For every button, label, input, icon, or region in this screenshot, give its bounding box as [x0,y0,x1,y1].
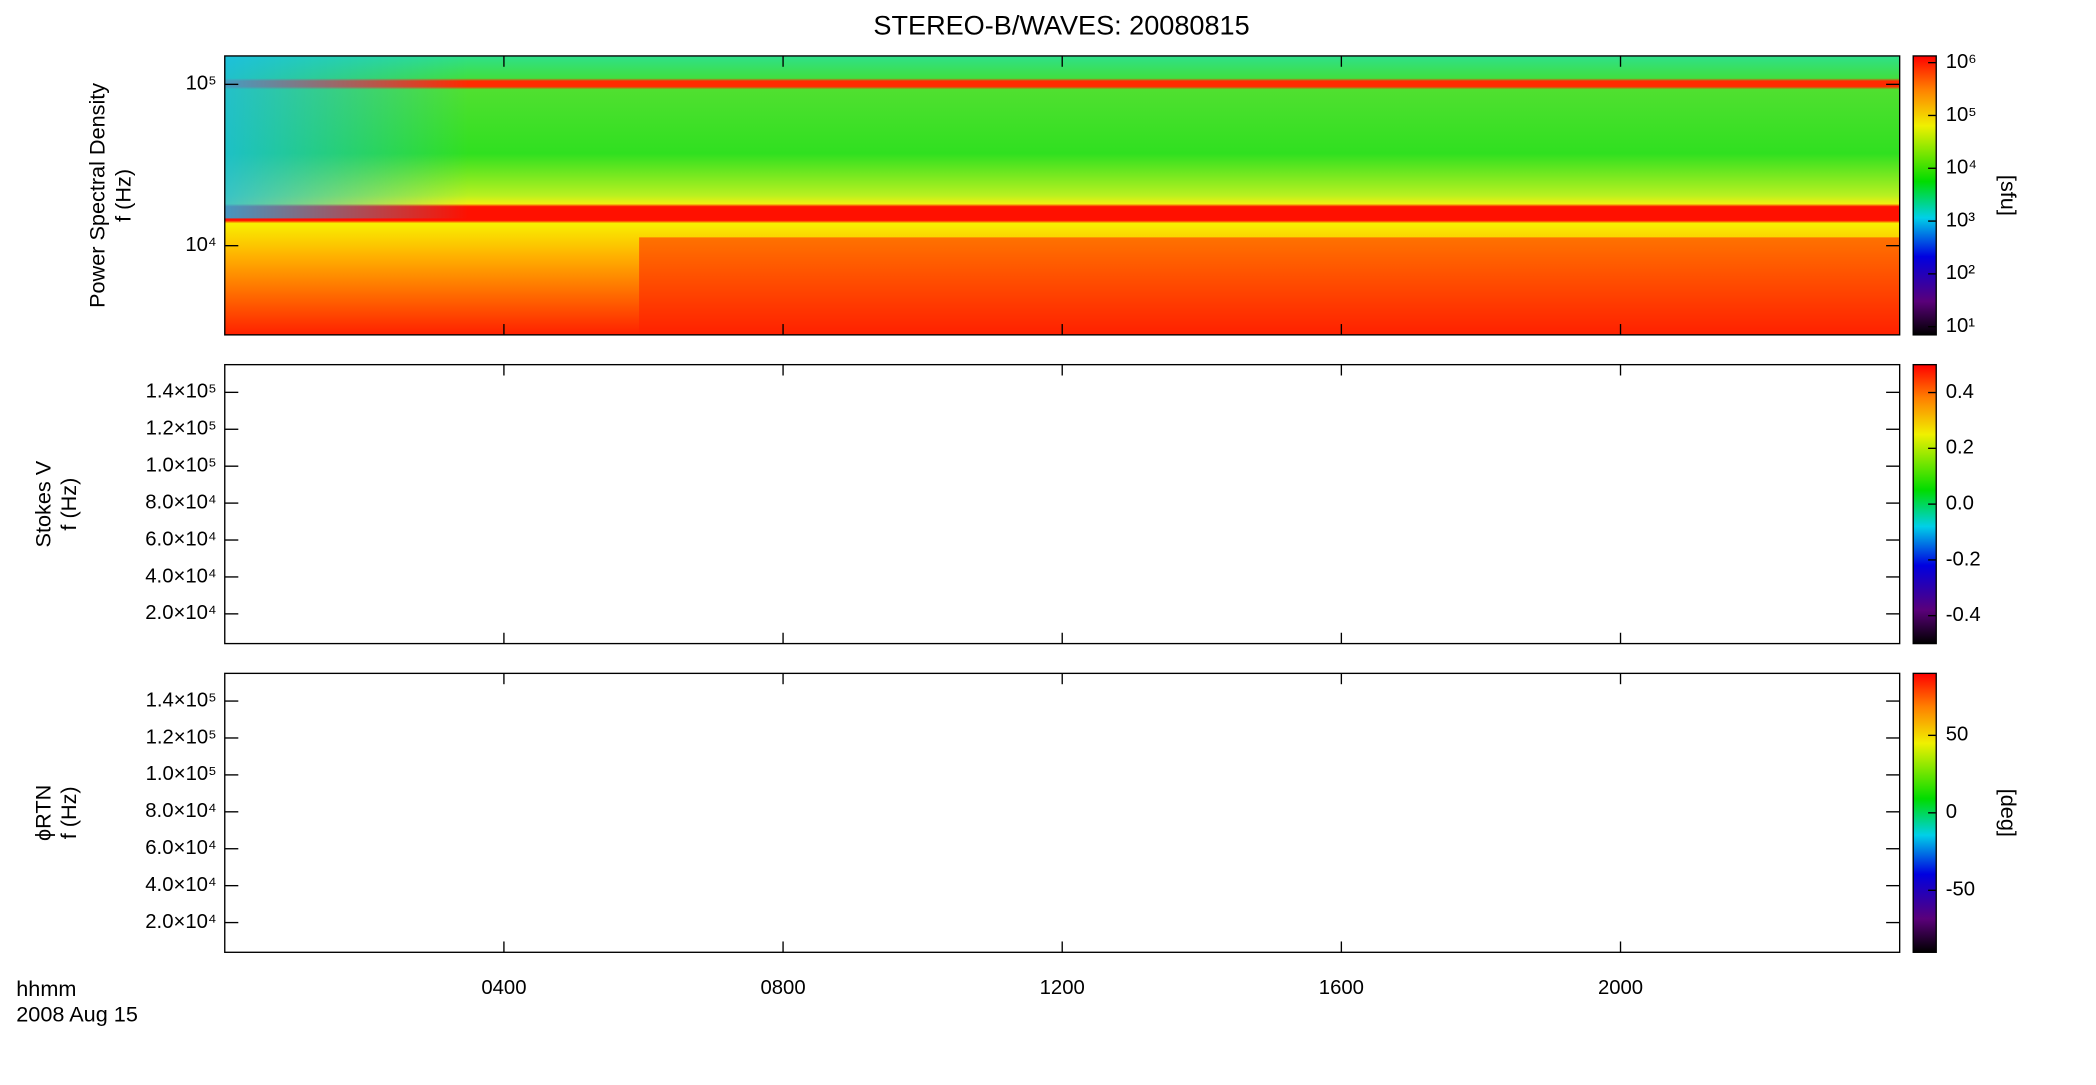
plot-frame [224,672,1901,953]
y-axis-label: f (Hz) [56,786,81,839]
x-axis-label: 2008 Aug 15 [16,1002,138,1027]
y-tick-label: 10⁴ [185,234,216,256]
y-tick-label: 4.0×10⁴ [145,565,216,587]
y-tick-label: 10⁵ [186,73,217,95]
y-tick-label: 1.2×10⁵ [146,418,217,440]
y-tick-label: 1.2×10⁵ [146,726,217,748]
spectrogram-shade [224,55,469,219]
y-tick-label: 1.0×10⁵ [146,763,217,785]
y-axis-label: ϕRTN [30,785,55,841]
y-tick-label: 1.4×10⁵ [146,381,217,403]
colorbar-tick-label: -50 [1946,879,1975,901]
y-tick-label: 6.0×10⁴ [145,528,216,550]
colorbar [1912,55,1937,336]
plot-frame [224,363,1901,645]
colorbar-tick-label: 10³ [1946,209,1976,231]
y-tick-label: 2.0×10⁴ [145,602,216,624]
y-axis-label: f (Hz) [56,478,81,531]
colorbar-tick-label: 0 [1946,801,1957,823]
spectrogram-shade [639,237,1900,335]
y-axis-label: Stokes V [30,460,55,547]
y-axis-label: f (Hz) [110,169,135,222]
x-tick-label: 1600 [1319,977,1364,999]
x-tick-label: 0800 [760,977,805,999]
y-tick-label: 4.0×10⁴ [145,874,216,896]
y-tick-label: 2.0×10⁴ [145,911,216,933]
x-axis-label: hhmm [16,976,76,1001]
colorbar-label: [deg] [1996,789,2021,837]
colorbar-tick-label: 10⁶ [1946,51,1977,73]
x-tick-label: 1200 [1040,977,1085,999]
y-tick-label: 8.0×10⁴ [145,800,216,822]
colorbar-tick-label: 0.2 [1946,437,1974,459]
colorbar-label: [sfu] [1996,175,2021,216]
colorbar-tick-label: 50 [1946,724,1969,746]
y-tick-label: 8.0×10⁴ [145,491,216,513]
colorbar-tick-label: -0.2 [1946,548,1981,570]
y-tick-label: 1.0×10⁵ [146,455,217,477]
y-axis-label: Power Spectral Density [85,83,110,308]
colorbar-tick-label: 0.0 [1946,492,1974,514]
colorbar-tick-label: 10⁴ [1946,157,1977,179]
colorbar-tick-label: 0.4 [1946,381,1974,403]
chart-title: STEREO-B/WAVES: 20080815 [873,10,1249,41]
x-tick-label: 2000 [1598,977,1643,999]
y-tick-label: 6.0×10⁴ [145,837,216,859]
colorbar-tick-label: 10⁵ [1946,104,1977,126]
y-tick-label: 1.4×10⁵ [146,689,217,711]
colorbar-tick-label: 10² [1946,262,1976,284]
colorbar-tick-label: -0.4 [1946,604,1981,626]
colorbar-tick-label: 10¹ [1946,315,1976,337]
x-tick-label: 0400 [481,977,526,999]
